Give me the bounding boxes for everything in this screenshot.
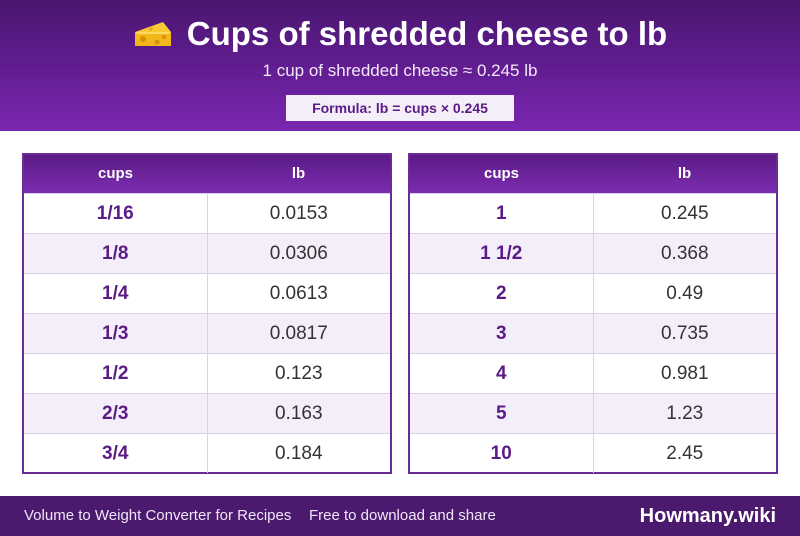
column-header-cups: cups xyxy=(97,165,133,182)
table-row: 1/2 0.123 xyxy=(24,353,390,393)
footer-bar: Volume to Weight Converter for Recipes F… xyxy=(0,496,800,536)
lb-cell: 0.0613 xyxy=(269,283,328,304)
table-row: 2/3 0.163 xyxy=(24,393,390,433)
cups-cell: 1/16 xyxy=(24,194,208,233)
cups-cell: 1 xyxy=(410,194,594,233)
cups-cell: 1 1/2 xyxy=(410,234,594,273)
subtitle: 1 cup of shredded cheese ≈ 0.245 lb xyxy=(262,61,538,80)
lb-cell: 0.184 xyxy=(274,443,323,464)
cups-cell: 2 xyxy=(410,274,594,313)
table-row: 2 0.49 xyxy=(410,273,776,313)
conversion-table-left: cups lb 1/16 0.0153 1/8 0.0306 1/4 0.0613 1… xyxy=(22,153,392,474)
lb-cell: 0.123 xyxy=(274,363,323,384)
lb-cell: 0.0817 xyxy=(269,323,328,344)
table-row: 1/3 0.0817 xyxy=(24,313,390,353)
lb-cell: 0.735 xyxy=(660,323,709,344)
lb-cell: 0.368 xyxy=(660,243,709,264)
brand-logo[interactable]: Howmany.wiki xyxy=(639,505,776,527)
lb-cell: 1.23 xyxy=(666,403,704,424)
header-banner: Cups of shredded cheese to lb 1 cup of s… xyxy=(0,0,800,131)
table-row: 1/8 0.0306 xyxy=(24,233,390,273)
column-header-cups: cups xyxy=(483,165,519,182)
cups-cell: 3/4 xyxy=(24,434,208,473)
formula-badge: Formula: lb = cups × 0.245 xyxy=(286,95,514,121)
cups-cell: 5 xyxy=(410,394,594,433)
cups-cell: 10 xyxy=(410,434,594,473)
title-text: Cups of shredded cheese to lb xyxy=(186,15,668,52)
lb-cell: 0.49 xyxy=(666,283,704,304)
table-row: 3/4 0.184 xyxy=(24,433,390,473)
column-header-lb: lb xyxy=(677,165,692,182)
lb-cell: 0.163 xyxy=(274,403,323,424)
table-row: 1/16 0.0153 xyxy=(24,193,390,233)
cups-cell: 1/2 xyxy=(24,354,208,393)
table-row: 1/4 0.0613 xyxy=(24,273,390,313)
cheese-icon xyxy=(134,22,171,46)
cups-cell: 4 xyxy=(410,354,594,393)
conversion-table-right: cups lb 1 0.245 1 1/2 0.368 2 0.49 3 0.735 4… xyxy=(408,153,778,474)
cups-cell: 1/4 xyxy=(24,274,208,313)
page-title: Cups of shredded cheese to lb xyxy=(0,14,800,54)
lb-cell: 2.45 xyxy=(666,443,704,464)
footer-converter-title: Volume to Weight Converter for Recipes xyxy=(24,507,292,524)
table-header: cups lb xyxy=(410,155,776,193)
cups-cell: 3 xyxy=(410,314,594,353)
lb-cell: 0.0306 xyxy=(269,243,328,264)
cups-cell: 1/8 xyxy=(24,234,208,273)
table-header: cups lb xyxy=(24,155,390,193)
lb-cell: 0.245 xyxy=(660,203,709,224)
lb-cell: 0.0153 xyxy=(269,203,328,224)
lb-cell: 0.981 xyxy=(660,363,709,384)
cups-cell: 1/3 xyxy=(24,314,208,353)
table-row: 3 0.735 xyxy=(410,313,776,353)
table-row: 1 0.245 xyxy=(410,193,776,233)
table-row: 4 0.981 xyxy=(410,353,776,393)
table-row: 10 2.45 xyxy=(410,433,776,473)
footer-share-note: Free to download and share xyxy=(309,507,496,524)
cups-cell: 2/3 xyxy=(24,394,208,433)
table-row: 1 1/2 0.368 xyxy=(410,233,776,273)
table-row: 5 1.23 xyxy=(410,393,776,433)
column-header-lb: lb xyxy=(291,165,306,182)
